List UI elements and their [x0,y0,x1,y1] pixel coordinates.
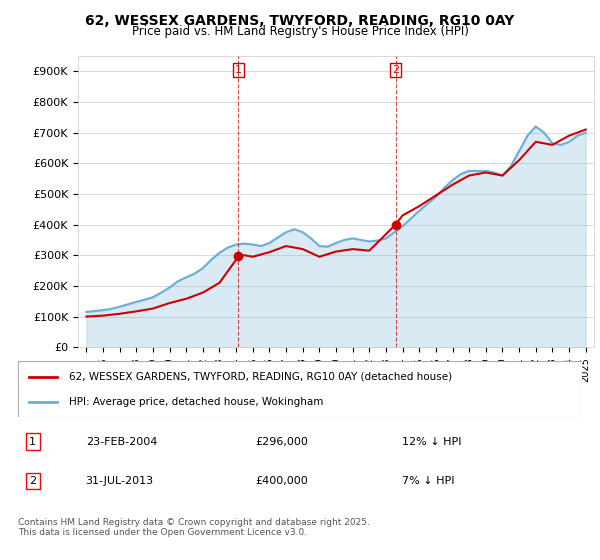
Text: 7% ↓ HPI: 7% ↓ HPI [401,476,454,486]
Text: Contains HM Land Registry data © Crown copyright and database right 2025.
This d: Contains HM Land Registry data © Crown c… [18,518,370,538]
Text: 1: 1 [29,437,36,447]
Text: £400,000: £400,000 [255,476,308,486]
Text: 62, WESSEX GARDENS, TWYFORD, READING, RG10 0AY (detached house): 62, WESSEX GARDENS, TWYFORD, READING, RG… [69,372,452,382]
Text: £296,000: £296,000 [255,437,308,447]
Text: 31-JUL-2013: 31-JUL-2013 [86,476,154,486]
Text: 23-FEB-2004: 23-FEB-2004 [86,437,157,447]
Text: Price paid vs. HM Land Registry's House Price Index (HPI): Price paid vs. HM Land Registry's House … [131,25,469,38]
Text: 12% ↓ HPI: 12% ↓ HPI [401,437,461,447]
FancyBboxPatch shape [18,361,582,417]
Text: 2: 2 [29,476,37,486]
Text: 2: 2 [392,65,399,74]
Text: HPI: Average price, detached house, Wokingham: HPI: Average price, detached house, Woki… [69,396,323,407]
Text: 1: 1 [235,65,242,74]
Text: 62, WESSEX GARDENS, TWYFORD, READING, RG10 0AY: 62, WESSEX GARDENS, TWYFORD, READING, RG… [85,14,515,28]
